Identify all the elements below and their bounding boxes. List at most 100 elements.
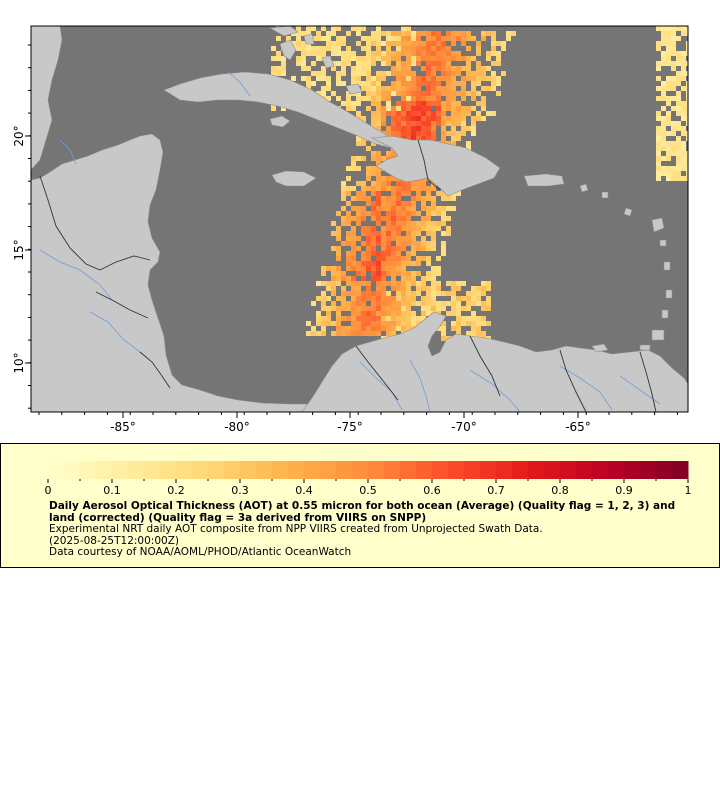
aot-pixel	[306, 31, 311, 36]
aot-pixel	[396, 241, 401, 246]
aot-pixel	[431, 286, 436, 291]
aot-pixel	[471, 96, 476, 101]
aot-pixel	[661, 41, 666, 46]
aot-pixel	[436, 206, 441, 211]
aot-pixel	[336, 236, 341, 241]
aot-pixel	[361, 261, 366, 266]
aot-pixel	[471, 76, 476, 81]
aot-pixel	[336, 231, 341, 236]
aot-pixel	[381, 246, 386, 251]
aot-pixel	[321, 76, 326, 81]
aot-pixel	[461, 56, 466, 61]
aot-pixel	[661, 26, 666, 31]
aot-pixel	[446, 86, 451, 91]
aot-pixel	[456, 71, 461, 76]
aot-pixel	[436, 221, 441, 226]
colorbar-cells	[48, 461, 689, 479]
aot-pixel	[311, 51, 316, 56]
aot-pixel	[491, 31, 496, 36]
aot-pixel	[431, 181, 436, 186]
aot-pixel	[426, 271, 431, 276]
aot-pixel	[366, 46, 371, 51]
aot-pixel	[366, 76, 371, 81]
aot-pixel	[356, 311, 361, 316]
aot-pixel	[321, 86, 326, 91]
aot-pixel	[441, 326, 446, 331]
aot-pixel	[321, 51, 326, 56]
aot-pixel	[446, 301, 451, 306]
aot-pixel	[341, 101, 346, 106]
aot-pixel	[376, 26, 381, 31]
aot-pixel	[451, 296, 456, 301]
aot-pixel	[466, 316, 471, 321]
aot-pixel	[671, 66, 676, 71]
aot-pixel	[431, 46, 436, 51]
aot-pixel	[401, 296, 406, 301]
aot-pixel	[666, 111, 671, 116]
aot-pixel	[361, 276, 366, 281]
aot-pixel	[461, 41, 466, 46]
aot-pixel	[296, 31, 301, 36]
yucatan-land	[31, 26, 63, 171]
aot-pixel	[416, 36, 421, 41]
aot-pixel	[381, 236, 386, 241]
aot-pixel	[416, 121, 421, 126]
aot-pixel	[371, 331, 376, 336]
aot-pixel	[421, 241, 426, 246]
aot-pixel	[336, 76, 341, 81]
aot-pixel	[451, 51, 456, 56]
aot-pixel	[671, 46, 676, 51]
aot-pixel	[441, 321, 446, 326]
aot-pixel	[421, 116, 426, 121]
aot-pixel	[346, 241, 351, 246]
aot-pixel	[431, 31, 436, 36]
aot-pixel	[421, 111, 426, 116]
aot-pixel	[351, 251, 356, 256]
aot-pixel	[456, 316, 461, 321]
aot-pixel	[411, 46, 416, 51]
aot-pixel	[446, 36, 451, 41]
aot-pixel	[671, 36, 676, 41]
aot-pixel	[346, 276, 351, 281]
aot-pixel	[456, 91, 461, 96]
aot-pixel	[406, 131, 411, 136]
aot-pixel	[436, 256, 441, 261]
aot-pixel	[331, 66, 336, 71]
aot-pixel	[381, 261, 386, 266]
aot-pixel	[321, 291, 326, 296]
aot-pixel	[426, 86, 431, 91]
aot-pixel	[366, 236, 371, 241]
aot-pixel	[286, 36, 291, 41]
aot-pixel	[401, 116, 406, 121]
aot-pixel	[396, 236, 401, 241]
aot-pixel	[476, 81, 481, 86]
aot-pixel	[331, 221, 336, 226]
aot-pixel	[341, 241, 346, 246]
aot-pixel	[431, 86, 436, 91]
aot-pixel	[421, 41, 426, 46]
aot-pixel	[451, 86, 456, 91]
aot-pixel	[446, 281, 451, 286]
aot-pixel	[426, 41, 431, 46]
aot-pixel	[351, 301, 356, 306]
aot-pixel	[336, 41, 341, 46]
aot-pixel	[366, 311, 371, 316]
aot-pixel	[481, 106, 486, 111]
aot-pixel	[431, 301, 436, 306]
aot-pixel	[376, 331, 381, 336]
aot-pixel	[411, 121, 416, 126]
aot-pixel	[396, 121, 401, 126]
aot-pixel	[391, 66, 396, 71]
aot-pixel	[356, 31, 361, 36]
aot-pixel	[391, 311, 396, 316]
aot-pixel	[451, 321, 456, 326]
colorbar-label: 1	[685, 484, 692, 497]
aot-pixel	[351, 76, 356, 81]
aot-pixel	[661, 61, 666, 66]
aot-pixel	[666, 146, 671, 151]
aot-pixel	[681, 141, 686, 146]
aot-pixel	[411, 136, 416, 141]
aot-pixel	[406, 106, 411, 111]
aot-pixel	[396, 281, 401, 286]
bahamas-land	[279, 33, 363, 95]
